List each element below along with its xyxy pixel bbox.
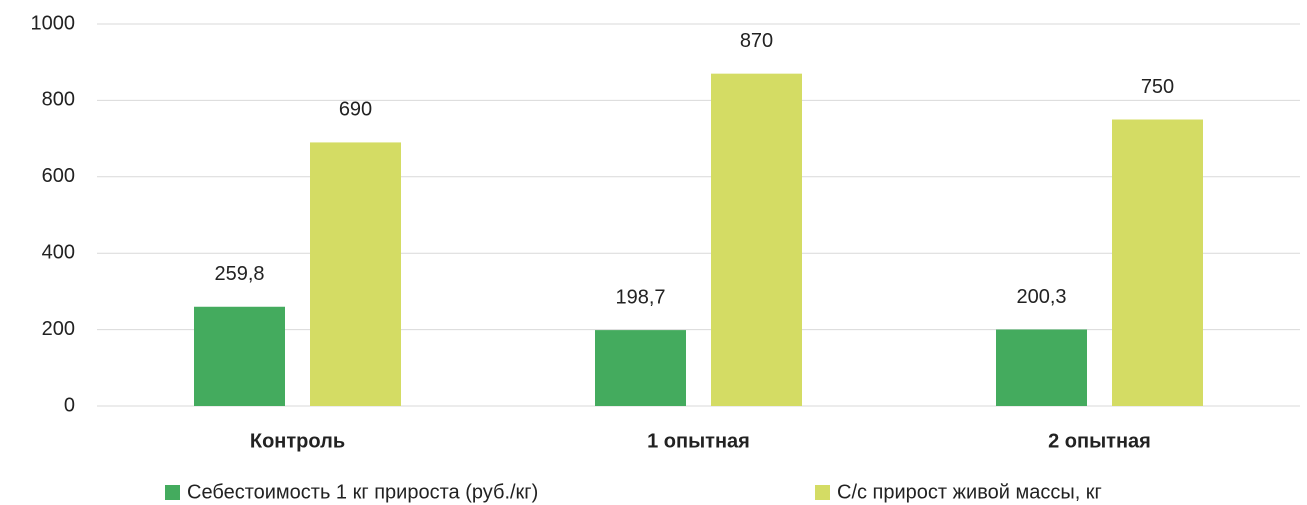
bar [1112,119,1203,406]
data-label: 200,3 [1016,286,1066,308]
legend-swatch [165,485,180,500]
bar [595,330,686,406]
y-tick-label: 400 [42,241,75,263]
data-label: 198,7 [615,286,665,308]
y-tick-label: 600 [42,165,75,187]
x-tick-label: 2 опытная [1048,430,1151,452]
y-tick-label: 0 [64,394,75,416]
y-tick-label: 200 [42,318,75,340]
data-label: 750 [1141,76,1174,98]
bar [711,73,802,406]
x-tick-label: 1 опытная [647,430,750,452]
y-tick-label: 800 [42,89,75,111]
data-label: 259,8 [214,263,264,285]
data-label: 690 [339,99,372,121]
legend-label: С/с прирост живой массы, кг [837,481,1102,503]
bar [996,329,1087,406]
bar [310,142,401,407]
bar [194,306,285,406]
y-tick-label: 1000 [31,12,76,34]
legend-label: Себестоимость 1 кг прироста (руб./кг) [187,481,538,503]
data-label: 870 [740,30,773,52]
legend-swatch [815,485,830,500]
x-tick-label: Контроль [250,430,345,452]
